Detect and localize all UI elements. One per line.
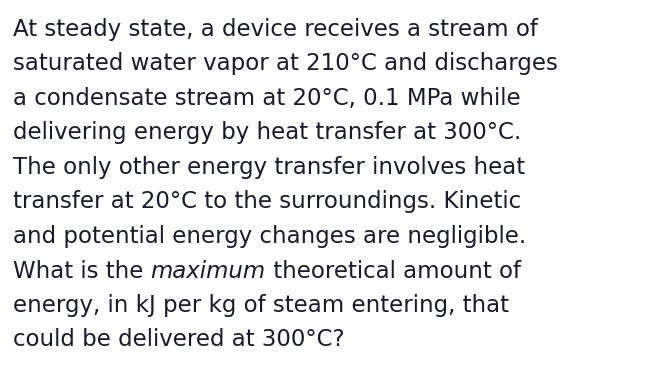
Text: energy, in kJ per kg of steam entering, that: energy, in kJ per kg of steam entering, … [13, 294, 509, 317]
Text: theoretical amount of: theoretical amount of [266, 259, 521, 282]
Text: saturated water vapor at 210°C and discharges: saturated water vapor at 210°C and disch… [13, 52, 558, 75]
Text: could be delivered at 300°C?: could be delivered at 300°C? [13, 328, 344, 351]
Text: transfer at 20°C to the surroundings. Kinetic: transfer at 20°C to the surroundings. Ki… [13, 190, 521, 213]
Text: a condensate stream at 20°C, 0.1 MPa while: a condensate stream at 20°C, 0.1 MPa whi… [13, 87, 521, 110]
Text: delivering energy by heat transfer at 300°C.: delivering energy by heat transfer at 30… [13, 121, 521, 144]
Text: and potential energy changes are negligible.: and potential energy changes are negligi… [13, 225, 526, 248]
Text: maximum: maximum [151, 259, 266, 282]
Text: What is the: What is the [13, 259, 151, 282]
Text: The only other energy transfer involves heat: The only other energy transfer involves … [13, 156, 525, 179]
Text: At steady state, a device receives a stream of: At steady state, a device receives a str… [13, 18, 538, 41]
